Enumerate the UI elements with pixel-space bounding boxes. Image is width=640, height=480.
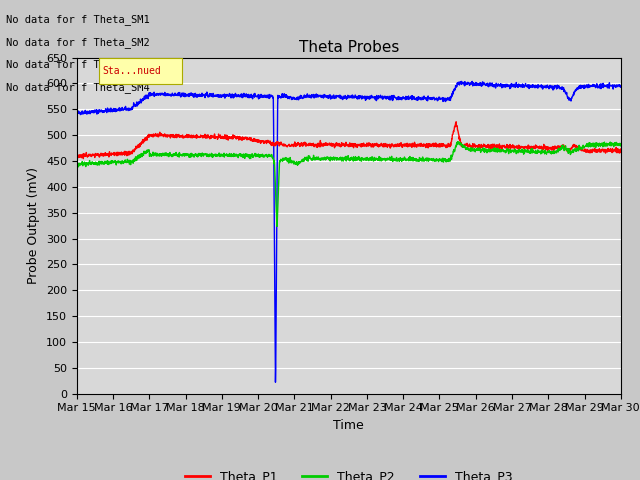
Y-axis label: Probe Output (mV): Probe Output (mV) xyxy=(28,167,40,284)
Text: No data for f Theta_SM2: No data for f Theta_SM2 xyxy=(6,37,150,48)
Text: Sta...nued: Sta...nued xyxy=(102,66,161,76)
Text: No data for f Theta_SM3: No data for f Theta_SM3 xyxy=(6,60,150,71)
X-axis label: Time: Time xyxy=(333,419,364,432)
Title: Theta Probes: Theta Probes xyxy=(299,40,399,55)
Legend: Theta_P1, Theta_P2, Theta_P3: Theta_P1, Theta_P2, Theta_P3 xyxy=(180,465,518,480)
Text: No data for f Theta_SM4: No data for f Theta_SM4 xyxy=(6,82,150,93)
Text: No data for f Theta_SM1: No data for f Theta_SM1 xyxy=(6,14,150,25)
